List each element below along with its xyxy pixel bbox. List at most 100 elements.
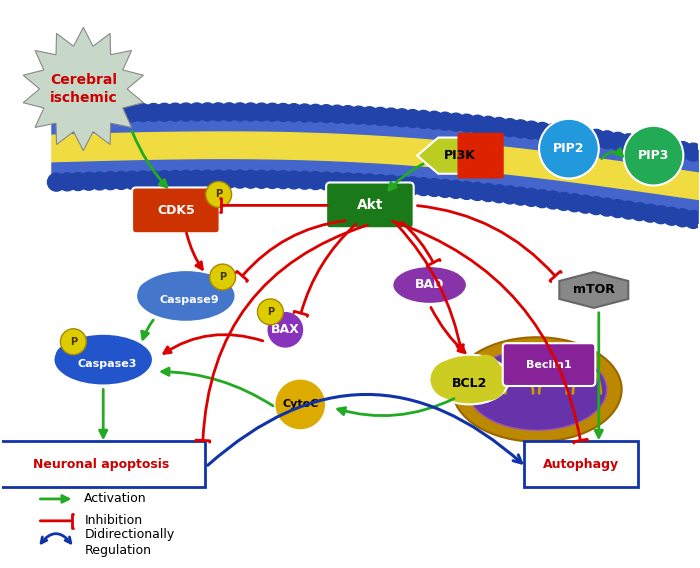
Circle shape xyxy=(80,172,98,190)
Circle shape xyxy=(631,203,648,220)
Text: Caspase3: Caspase3 xyxy=(78,358,137,369)
Circle shape xyxy=(685,143,700,161)
Circle shape xyxy=(296,104,314,122)
Circle shape xyxy=(480,116,497,134)
FancyBboxPatch shape xyxy=(326,182,414,228)
Text: CytoC: CytoC xyxy=(282,399,318,410)
Circle shape xyxy=(307,172,325,190)
FancyBboxPatch shape xyxy=(0,441,205,487)
Circle shape xyxy=(253,103,270,121)
Circle shape xyxy=(360,107,379,124)
Circle shape xyxy=(91,105,108,123)
Circle shape xyxy=(598,198,616,216)
Circle shape xyxy=(382,176,400,193)
Circle shape xyxy=(404,177,421,195)
Circle shape xyxy=(522,121,540,139)
Text: Cerebral
ischemic: Cerebral ischemic xyxy=(50,73,117,105)
Circle shape xyxy=(206,182,232,207)
Circle shape xyxy=(80,105,98,123)
Circle shape xyxy=(436,179,454,198)
Polygon shape xyxy=(23,27,144,151)
Circle shape xyxy=(231,103,249,121)
Circle shape xyxy=(307,105,325,122)
Circle shape xyxy=(91,172,108,190)
Circle shape xyxy=(371,107,389,126)
Circle shape xyxy=(188,170,206,188)
Circle shape xyxy=(555,125,573,143)
Circle shape xyxy=(134,104,152,122)
Circle shape xyxy=(414,178,433,195)
Circle shape xyxy=(48,106,65,124)
Circle shape xyxy=(328,173,346,190)
Circle shape xyxy=(447,113,465,131)
Circle shape xyxy=(360,174,379,192)
Circle shape xyxy=(296,172,314,189)
FancyBboxPatch shape xyxy=(503,343,595,386)
Circle shape xyxy=(209,103,228,121)
Circle shape xyxy=(473,369,505,400)
Text: BCL2: BCL2 xyxy=(452,377,487,390)
Circle shape xyxy=(60,329,86,354)
Text: BAX: BAX xyxy=(271,323,300,336)
Circle shape xyxy=(317,172,335,190)
Ellipse shape xyxy=(53,334,153,386)
Circle shape xyxy=(414,110,433,128)
Circle shape xyxy=(641,204,659,222)
Text: Beclin1: Beclin1 xyxy=(526,360,572,370)
Ellipse shape xyxy=(430,354,509,404)
Ellipse shape xyxy=(136,270,236,322)
Circle shape xyxy=(102,172,120,190)
Circle shape xyxy=(220,103,238,121)
Circle shape xyxy=(685,210,700,228)
Circle shape xyxy=(209,170,228,188)
Circle shape xyxy=(598,131,616,149)
Circle shape xyxy=(328,105,346,123)
Circle shape xyxy=(263,170,281,189)
Circle shape xyxy=(350,173,368,191)
Circle shape xyxy=(339,173,357,191)
Circle shape xyxy=(512,187,530,205)
Circle shape xyxy=(468,182,486,201)
Circle shape xyxy=(641,137,659,155)
Ellipse shape xyxy=(139,277,203,305)
Ellipse shape xyxy=(56,340,120,369)
Circle shape xyxy=(145,171,162,189)
Circle shape xyxy=(241,170,260,188)
Circle shape xyxy=(447,181,465,198)
Text: Inhibition: Inhibition xyxy=(84,515,142,527)
Circle shape xyxy=(199,170,216,188)
Circle shape xyxy=(371,175,389,193)
Circle shape xyxy=(58,106,76,123)
Circle shape xyxy=(426,111,443,129)
Circle shape xyxy=(123,104,141,122)
Circle shape xyxy=(393,109,411,127)
Circle shape xyxy=(490,118,508,135)
Circle shape xyxy=(112,172,130,189)
Text: CDK5: CDK5 xyxy=(157,204,195,217)
Circle shape xyxy=(58,173,76,191)
Circle shape xyxy=(663,207,680,225)
Circle shape xyxy=(285,171,303,189)
Circle shape xyxy=(458,114,475,132)
Circle shape xyxy=(566,194,584,212)
Circle shape xyxy=(533,190,551,208)
Text: mTOR: mTOR xyxy=(573,283,615,296)
Text: BAD: BAD xyxy=(415,278,444,291)
Circle shape xyxy=(317,105,335,123)
Text: Akt: Akt xyxy=(357,198,383,212)
Circle shape xyxy=(134,171,152,189)
Circle shape xyxy=(609,199,626,218)
Circle shape xyxy=(576,195,594,213)
Circle shape xyxy=(501,119,519,136)
Circle shape xyxy=(48,173,65,191)
Circle shape xyxy=(587,197,605,215)
Text: PIP3: PIP3 xyxy=(638,149,669,162)
Circle shape xyxy=(430,361,468,398)
Circle shape xyxy=(539,119,598,178)
Circle shape xyxy=(663,140,680,158)
Circle shape xyxy=(544,124,562,141)
Circle shape xyxy=(231,170,249,188)
Text: Autophagy: Autophagy xyxy=(542,458,619,471)
Circle shape xyxy=(393,176,411,194)
Text: PI3K: PI3K xyxy=(444,149,475,162)
